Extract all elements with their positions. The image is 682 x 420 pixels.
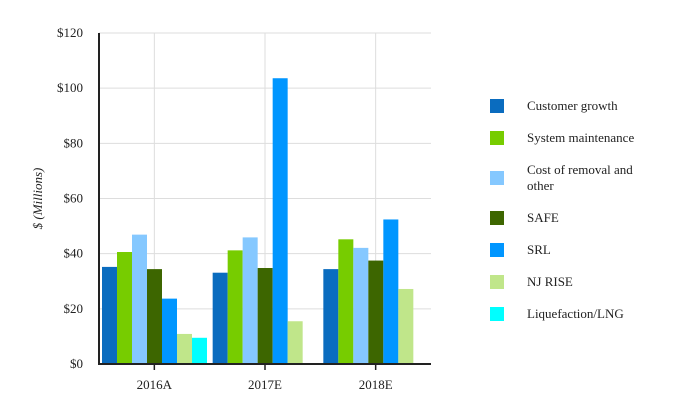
legend-label: Cost of removal and other bbox=[527, 162, 633, 193]
x-tick-label: 2017E bbox=[248, 377, 282, 392]
bar-cost-of-removal-and-other bbox=[242, 237, 258, 364]
x-tick-label: 2016A bbox=[137, 377, 173, 392]
y-tick-label: $20 bbox=[64, 301, 84, 316]
bar-nj-rise bbox=[287, 321, 303, 364]
legend-swatch bbox=[490, 307, 504, 321]
legend-swatch bbox=[490, 99, 504, 113]
bar-safe bbox=[147, 269, 162, 364]
legend-swatch bbox=[490, 275, 504, 289]
y-tick-label: $0 bbox=[70, 356, 83, 371]
bar-srl bbox=[272, 78, 288, 364]
legend-item: SAFE bbox=[490, 207, 670, 239]
bar-safe bbox=[257, 268, 273, 364]
bar-customer-growth bbox=[323, 269, 339, 364]
legend-item: Customer growth bbox=[490, 95, 670, 127]
legend-item: System maintenance bbox=[490, 127, 670, 159]
x-tick-label: 2018E bbox=[359, 377, 393, 392]
bar-srl bbox=[162, 298, 177, 364]
bar-system-maintenance bbox=[227, 250, 243, 364]
bar-cost-of-removal-and-other bbox=[132, 234, 147, 364]
bar-nj-rise bbox=[398, 288, 414, 364]
bar-safe bbox=[368, 260, 384, 364]
y-tick-label: $100 bbox=[57, 80, 83, 95]
legend: Customer growth System maintenance Cost of… bbox=[490, 95, 670, 335]
legend-swatch bbox=[490, 243, 504, 257]
legend-item: NJ RISE bbox=[490, 271, 670, 303]
y-tick-label: $60 bbox=[64, 191, 84, 206]
legend-label: System maintenance bbox=[527, 130, 635, 145]
bar-srl bbox=[383, 219, 399, 364]
y-tick-label: $120 bbox=[57, 25, 83, 40]
bar-customer-growth bbox=[102, 266, 117, 364]
legend-label: NJ RISE bbox=[527, 274, 573, 289]
legend-label: Customer growth bbox=[527, 98, 618, 113]
legend-label: SAFE bbox=[527, 210, 559, 225]
bar-customer-growth bbox=[212, 272, 228, 364]
legend-label: SRL bbox=[527, 242, 551, 257]
legend-item: Liquefaction/LNG bbox=[490, 303, 670, 335]
y-tick-label: $80 bbox=[64, 135, 84, 150]
bar-liquefaction-lng bbox=[192, 337, 207, 364]
legend-item: Cost of removal and other bbox=[490, 159, 670, 207]
bar-cost-of-removal-and-other bbox=[353, 247, 369, 364]
legend-swatch bbox=[490, 131, 504, 145]
legend-label: Liquefaction/LNG bbox=[527, 306, 624, 321]
legend-swatch bbox=[490, 171, 504, 185]
y-axis-label: $ (Millions) bbox=[30, 168, 45, 230]
legend-swatch bbox=[490, 211, 504, 225]
bar-system-maintenance bbox=[338, 239, 354, 364]
legend-item: SRL bbox=[490, 239, 670, 271]
bar-system-maintenance bbox=[117, 252, 132, 364]
y-tick-label: $40 bbox=[64, 246, 84, 261]
bar-nj-rise bbox=[177, 333, 192, 364]
